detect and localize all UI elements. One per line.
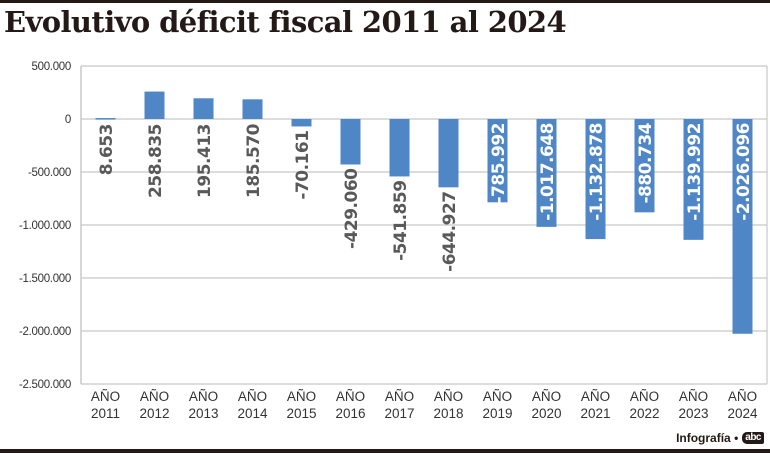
data-label: 258.835 (146, 124, 166, 198)
x-tick-label-line1: AÑO (385, 389, 414, 404)
bar (242, 99, 263, 119)
bar (291, 119, 312, 127)
data-label: -880.734 (636, 122, 656, 203)
data-label: -644.927 (440, 191, 460, 271)
x-tick-label-line2: 2013 (188, 406, 218, 421)
x-tick-label-line2: 2011 (91, 406, 120, 421)
x-tick-label-line2: 2021 (580, 406, 610, 421)
bar (732, 119, 753, 334)
data-label: -70.161 (293, 130, 313, 199)
x-tick-label-line1: AÑO (532, 389, 561, 404)
x-tick-label-line2: 2017 (384, 406, 414, 421)
x-tick-label-line1: AÑO (630, 389, 659, 404)
data-label: 8.653 (97, 124, 117, 175)
bar (683, 119, 704, 240)
data-label: -2.026.096 (734, 123, 754, 221)
data-label: -1.132.878 (587, 123, 607, 221)
x-tick-label-line1: AÑO (581, 389, 610, 404)
x-tick-label-line2: 2024 (727, 406, 758, 421)
x-tick-label-line2: 2022 (629, 406, 659, 421)
x-tick-label-line2: 2018 (433, 406, 463, 421)
abc-logo-icon: abc (742, 432, 764, 444)
y-tick-label: -1.000.000 (19, 220, 71, 232)
bar (340, 119, 361, 165)
data-label: -1.017.648 (538, 123, 558, 221)
data-label: -1.139.992 (685, 123, 705, 221)
bar (438, 119, 459, 188)
credit: Infografía • abc (676, 431, 764, 445)
bar (536, 119, 557, 227)
chart-title: Evolutivo déficit fiscal 2011 al 2024 (4, 5, 567, 39)
bar (193, 98, 214, 119)
bottom-rule (0, 449, 770, 453)
x-tick-label-line1: AÑO (238, 389, 267, 404)
y-tick-label: -2.500.000 (19, 379, 71, 391)
x-tick-label-line1: AÑO (483, 389, 512, 404)
x-tick-label-line2: 2023 (678, 406, 708, 421)
data-label: 185.570 (244, 123, 264, 198)
data-label: -541.859 (391, 180, 411, 261)
x-tick-label-line1: AÑO (336, 389, 365, 404)
data-label: 195.413 (195, 124, 215, 198)
x-tick-label-line1: AÑO (728, 389, 757, 404)
bar (487, 119, 508, 203)
x-tick-label-line2: 2016 (335, 406, 365, 421)
data-label: -785.992 (489, 123, 509, 204)
y-tick-label: -500.000 (28, 167, 71, 179)
x-tick-label-line2: 2019 (482, 406, 512, 421)
credit-text: Infografía • (676, 431, 739, 445)
bar (585, 119, 606, 240)
y-tick-label: 500.000 (32, 61, 71, 73)
y-tick-label: -1.500.000 (19, 273, 71, 285)
x-tick-label-line1: AÑO (140, 389, 169, 404)
x-tick-label-line2: 2012 (139, 406, 169, 421)
bar (95, 118, 116, 120)
x-tick-label-line1: AÑO (189, 389, 218, 404)
x-tick-label-line2: 2020 (531, 406, 561, 421)
data-label: -429.060 (342, 168, 362, 249)
top-rule (0, 0, 770, 3)
x-tick-label-line2: 2015 (286, 406, 316, 421)
y-tick-label: -2.000.000 (19, 326, 71, 338)
y-tick-label: 0 (65, 114, 71, 126)
x-tick-label-line1: AÑO (434, 389, 463, 404)
bar (634, 119, 655, 213)
x-tick-label-line1: AÑO (91, 389, 120, 404)
x-tick-label-line1: AÑO (679, 389, 708, 404)
bar (144, 91, 165, 119)
x-tick-label-line2: 2014 (237, 406, 268, 421)
bar (389, 119, 410, 177)
x-tick-label-line1: AÑO (287, 389, 316, 404)
